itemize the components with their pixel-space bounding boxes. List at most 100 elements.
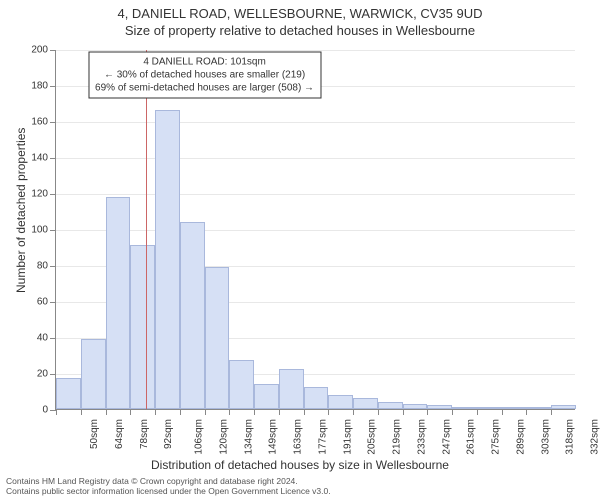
x-tick-label: 50sqm xyxy=(89,419,100,449)
histogram-bar xyxy=(427,405,452,409)
x-tick xyxy=(452,409,453,415)
x-tick xyxy=(304,409,305,415)
y-tick-label: 100 xyxy=(31,225,48,236)
chart-container: 4, DANIELL ROAD, WELLESBOURNE, WARWICK, … xyxy=(0,0,600,500)
histogram-bar xyxy=(279,369,304,409)
histogram-bar xyxy=(130,245,155,409)
y-tick xyxy=(50,194,56,195)
y-tick xyxy=(50,86,56,87)
x-tick xyxy=(254,409,255,415)
x-tick xyxy=(378,409,379,415)
y-tick xyxy=(50,158,56,159)
x-tick xyxy=(328,409,329,415)
plot-area: 02040608010012014016018020050sqm64sqm78s… xyxy=(55,50,575,410)
y-tick-label: 60 xyxy=(37,297,48,308)
footer: Contains HM Land Registry data © Crown c… xyxy=(6,476,331,496)
histogram-bar xyxy=(81,339,106,409)
histogram-bar xyxy=(526,407,551,409)
y-tick xyxy=(50,50,56,51)
y-tick-label: 180 xyxy=(31,81,48,92)
title-sub: Size of property relative to detached ho… xyxy=(0,23,600,40)
footer-line-2: Contains public sector information licen… xyxy=(6,486,331,496)
x-tick-label: 247sqm xyxy=(441,419,452,455)
x-tick-label: 205sqm xyxy=(367,419,378,455)
y-tick-label: 140 xyxy=(31,153,48,164)
histogram-bar xyxy=(452,407,477,409)
y-tick-label: 40 xyxy=(37,333,48,344)
x-tick-label: 92sqm xyxy=(163,419,174,449)
x-tick xyxy=(229,409,230,415)
x-tick xyxy=(526,409,527,415)
x-tick-label: 275sqm xyxy=(491,419,502,455)
x-tick-label: 191sqm xyxy=(342,419,353,455)
gridline xyxy=(56,158,575,159)
x-tick-label: 177sqm xyxy=(317,419,328,455)
histogram-bar xyxy=(106,197,131,409)
y-tick xyxy=(50,266,56,267)
histogram-bar xyxy=(56,378,81,409)
y-tick xyxy=(50,374,56,375)
x-tick xyxy=(427,409,428,415)
annotation-box: 4 DANIELL ROAD: 101sqm← 30% of detached … xyxy=(88,52,321,99)
histogram-bar xyxy=(551,405,576,409)
gridline xyxy=(56,194,575,195)
gridline xyxy=(56,230,575,231)
x-tick-label: 332sqm xyxy=(590,419,600,455)
x-tick-label: 64sqm xyxy=(114,419,125,449)
x-tick-label: 106sqm xyxy=(194,419,205,455)
histogram-bar xyxy=(403,404,428,409)
y-tick-label: 120 xyxy=(31,189,48,200)
x-tick xyxy=(106,409,107,415)
x-tick xyxy=(403,409,404,415)
y-tick xyxy=(50,122,56,123)
title-main: 4, DANIELL ROAD, WELLESBOURNE, WARWICK, … xyxy=(0,6,600,23)
x-tick xyxy=(502,409,503,415)
y-tick-label: 160 xyxy=(31,117,48,128)
x-tick xyxy=(477,409,478,415)
histogram-bar xyxy=(477,407,502,409)
histogram-bar xyxy=(304,387,329,409)
x-tick xyxy=(205,409,206,415)
title-block: 4, DANIELL ROAD, WELLESBOURNE, WARWICK, … xyxy=(0,6,600,40)
x-tick-label: 233sqm xyxy=(416,419,427,455)
y-tick xyxy=(50,230,56,231)
x-tick-label: 78sqm xyxy=(139,419,150,449)
x-tick-label: 318sqm xyxy=(565,419,576,455)
x-tick-label: 261sqm xyxy=(466,419,477,455)
histogram-bar xyxy=(378,402,403,409)
annotation-line: ← 30% of detached houses are smaller (21… xyxy=(95,69,314,82)
x-tick-label: 149sqm xyxy=(268,419,279,455)
x-tick-label: 219sqm xyxy=(392,419,403,455)
x-tick xyxy=(551,409,552,415)
x-tick-label: 289sqm xyxy=(516,419,527,455)
x-tick xyxy=(56,409,57,415)
x-tick-label: 163sqm xyxy=(293,419,304,455)
x-tick-label: 134sqm xyxy=(243,419,254,455)
x-tick-label: 303sqm xyxy=(540,419,551,455)
y-axis-label: Number of detached properties xyxy=(14,128,28,293)
annotation-line: 4 DANIELL ROAD: 101sqm xyxy=(95,56,314,69)
annotation-line: 69% of semi-detached houses are larger (… xyxy=(95,82,314,95)
x-tick xyxy=(180,409,181,415)
x-tick xyxy=(353,409,354,415)
histogram-bar xyxy=(328,395,353,409)
y-tick-label: 20 xyxy=(37,369,48,380)
footer-line-1: Contains HM Land Registry data © Crown c… xyxy=(6,476,331,486)
reference-line xyxy=(146,50,147,409)
x-tick-label: 120sqm xyxy=(218,419,229,455)
y-tick-label: 0 xyxy=(42,405,48,416)
y-tick-label: 200 xyxy=(31,45,48,56)
y-tick xyxy=(50,338,56,339)
histogram-bar xyxy=(229,360,254,409)
x-axis-label: Distribution of detached houses by size … xyxy=(0,458,600,472)
x-tick xyxy=(130,409,131,415)
histogram-bar xyxy=(155,110,180,409)
histogram-bar xyxy=(254,384,279,409)
y-tick-label: 80 xyxy=(37,261,48,272)
histogram-bar xyxy=(353,398,378,409)
x-tick xyxy=(155,409,156,415)
x-tick xyxy=(279,409,280,415)
y-tick xyxy=(50,302,56,303)
histogram-bar xyxy=(180,222,205,409)
x-tick xyxy=(81,409,82,415)
